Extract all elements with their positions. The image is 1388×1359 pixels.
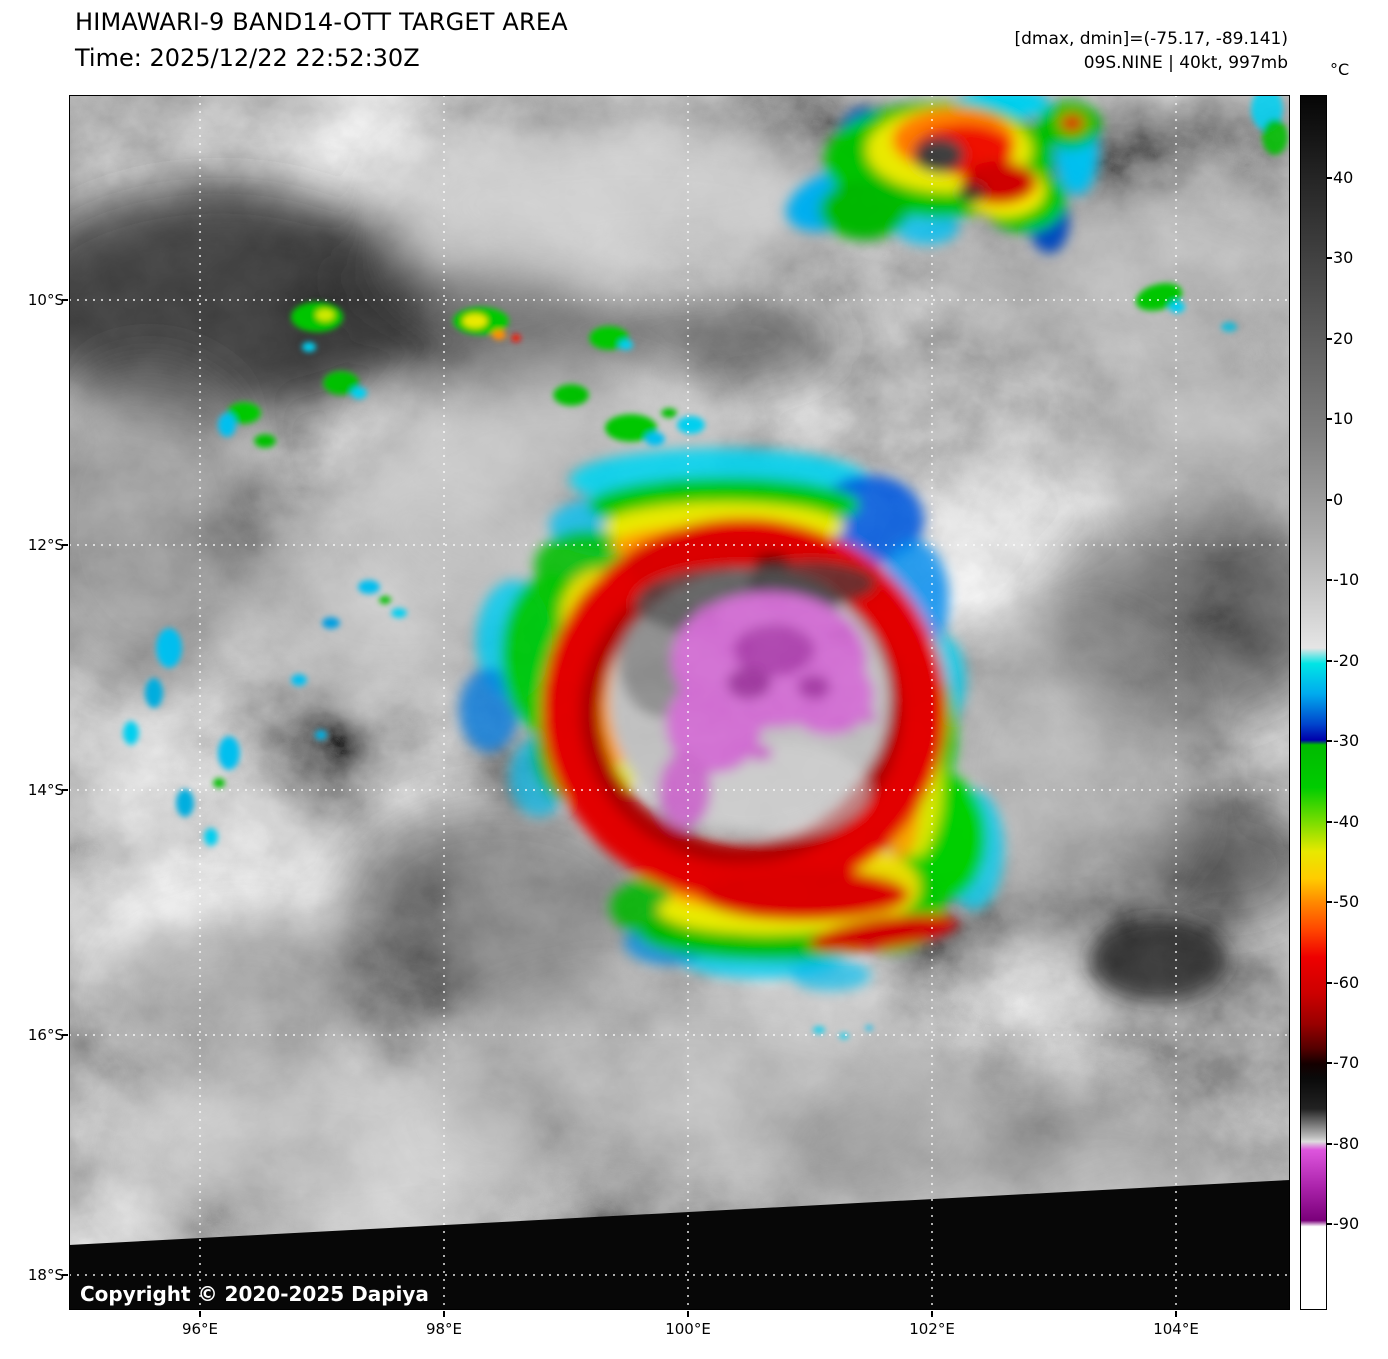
colorbar-tick-label: -60 bbox=[1333, 973, 1360, 992]
lat-label: 12°S bbox=[27, 536, 64, 554]
colorbar-tick-label: -80 bbox=[1333, 1134, 1360, 1153]
lat-label: 16°S bbox=[27, 1026, 64, 1044]
colorbar-tick-label: -90 bbox=[1333, 1214, 1360, 1233]
map-area: Copyright © 2020-2025 Dapiya bbox=[69, 95, 1290, 1310]
colorbar-tick-label: -40 bbox=[1333, 812, 1360, 831]
colorbar-tick-label: -10 bbox=[1333, 570, 1360, 589]
lon-label: 96°E bbox=[181, 1320, 219, 1338]
scan-edge bbox=[69, 1180, 1290, 1310]
colorbar-tick-label: -50 bbox=[1333, 892, 1360, 911]
colorbar-tick-label: -30 bbox=[1333, 731, 1360, 750]
colorbar-tick-label: 20 bbox=[1333, 329, 1354, 348]
page-title: HIMAWARI-9 BAND14-OTT TARGET AREA bbox=[75, 8, 568, 36]
copyright: Copyright © 2020-2025 Dapiya bbox=[80, 1282, 429, 1306]
colorbar-tick-label: -20 bbox=[1333, 651, 1360, 670]
lon-label: 100°E bbox=[665, 1320, 711, 1338]
lon-label: 104°E bbox=[1153, 1320, 1199, 1338]
colorbar-tick-label: 30 bbox=[1333, 248, 1354, 267]
colorbar bbox=[1300, 95, 1327, 1310]
timestamp: Time: 2025/12/22 22:52:30Z bbox=[75, 44, 420, 72]
lat-label: 14°S bbox=[27, 781, 64, 799]
map-frame bbox=[69, 95, 1290, 1310]
colorbar-unit-label: °C bbox=[1330, 60, 1350, 79]
colorbar-tick-label: 40 bbox=[1333, 168, 1354, 187]
colorbar-tick-label: 10 bbox=[1333, 409, 1354, 428]
colorbar-tick-label: -70 bbox=[1333, 1053, 1360, 1072]
colorbar-tick-label: 0 bbox=[1333, 490, 1344, 509]
lat-label: 18°S bbox=[27, 1266, 64, 1284]
dmax-dmin-annotation: [dmax, dmin]=(-75.17, -89.141) bbox=[1014, 29, 1289, 49]
lat-label: 10°S bbox=[27, 291, 64, 309]
grain-overlay bbox=[69, 95, 1290, 1310]
gridlines bbox=[69, 95, 1290, 1310]
satellite-image bbox=[69, 95, 1290, 1310]
storm-info-annotation: 09S.NINE | 40kt, 997mb bbox=[1083, 53, 1288, 73]
lon-label: 102°E bbox=[909, 1320, 955, 1338]
lon-label: 98°E bbox=[425, 1320, 463, 1338]
